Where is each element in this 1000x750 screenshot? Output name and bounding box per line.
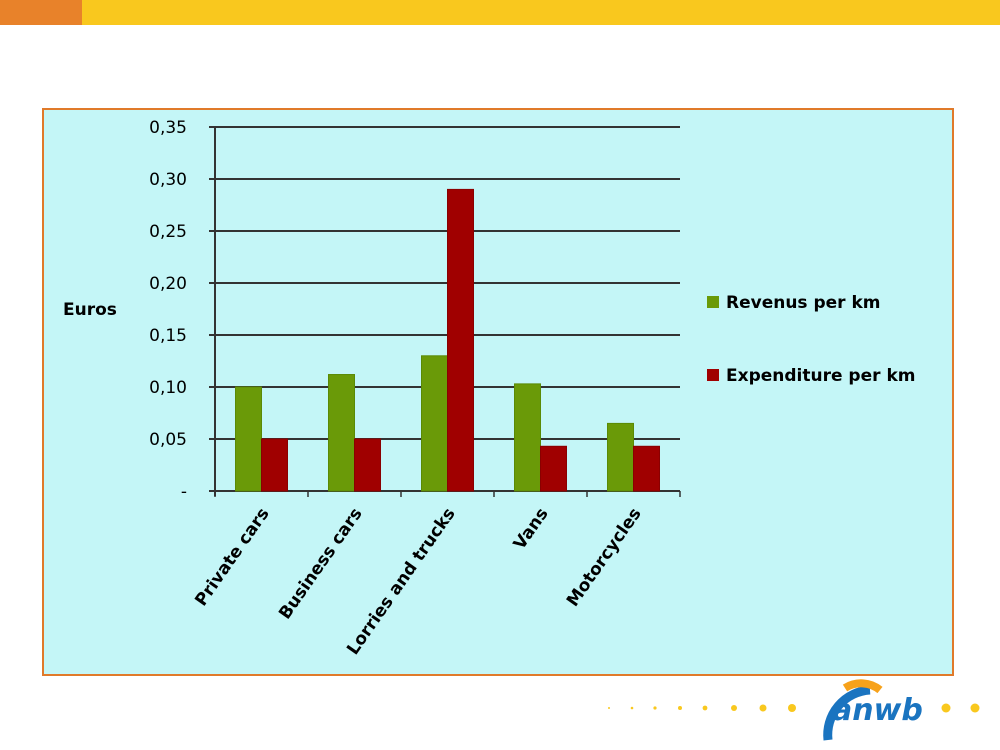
bar-expenditure: [633, 445, 660, 492]
decorative-dot: [702, 705, 708, 711]
y-tick-label: 0,25: [149, 222, 187, 242]
y-tick-label: 0,10: [149, 378, 187, 398]
legend-label: Expenditure per km: [726, 366, 915, 386]
bar-revenue: [421, 355, 448, 492]
y-tick-label: 0,35: [149, 118, 187, 138]
y-tick-label: 0,30: [149, 170, 187, 190]
decorative-dot: [788, 704, 796, 712]
decorative-dot: [608, 707, 610, 709]
decorative-dot: [678, 706, 682, 710]
decorative-dot: [941, 703, 951, 713]
bar-expenditure: [354, 438, 381, 492]
y-tick-label: 0,15: [149, 326, 187, 346]
y-axis-label: Euros: [63, 300, 117, 320]
bar-revenue: [514, 383, 541, 492]
decorative-dot: [970, 703, 980, 713]
y-tick-label: 0,20: [149, 274, 187, 294]
y-tick-label: 0,05: [149, 430, 187, 450]
bar-expenditure: [261, 438, 288, 492]
legend-swatch: [707, 296, 719, 308]
decorative-dot: [630, 706, 634, 710]
legend-label: Revenus per km: [726, 293, 881, 313]
legend-swatch: [707, 369, 719, 381]
bar-expenditure: [447, 188, 474, 492]
y-tick-label: -: [181, 482, 187, 502]
anwb-logo: anwb: [823, 679, 923, 741]
chart-panel: [42, 108, 954, 676]
bar-revenue: [328, 374, 355, 492]
topbar: [82, 0, 1000, 25]
decorative-dot: [731, 705, 737, 711]
decorative-dot: [759, 704, 767, 712]
bar-revenue: [607, 422, 634, 492]
logo-text: anwb: [832, 693, 923, 728]
topbar-accent: [0, 0, 82, 25]
decorative-dot: [653, 706, 657, 710]
bar-expenditure: [540, 445, 567, 492]
